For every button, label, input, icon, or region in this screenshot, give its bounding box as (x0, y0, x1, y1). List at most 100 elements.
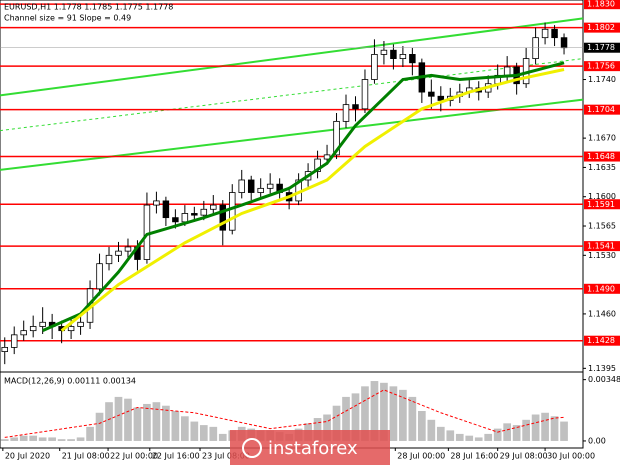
last-price-label: 1.1778 (587, 43, 615, 52)
candle-body (333, 120, 340, 156)
macd-bar (76, 437, 85, 441)
macd-bar (503, 423, 512, 441)
watermark-icon (242, 438, 262, 458)
chart-subtitle: Channel size = 91 Slope = 0.49 (4, 14, 131, 23)
macd-bar (190, 421, 199, 441)
macd-bar (408, 396, 417, 441)
level-label: 1.1756 (587, 62, 615, 71)
macd-bar (427, 419, 436, 441)
x-tick-label: 28 Jul 16:00 (450, 452, 498, 461)
x-tick-label: 22 Jul 00:00 (110, 452, 158, 461)
watermark-box (230, 430, 390, 465)
plot-frame (0, 0, 584, 449)
candle-body (551, 28, 558, 39)
y-tick-label: 1.1395 (588, 364, 616, 373)
candle-body (219, 204, 227, 231)
level-label: 1.1802 (587, 23, 615, 32)
candle-body (172, 217, 179, 223)
macd-bar (162, 405, 170, 441)
level-label-box (584, 0, 620, 10)
macd-tick-label: 0.00 (588, 436, 606, 445)
level-label: 1.1591 (587, 200, 615, 209)
y-tick-label: 1.1530 (588, 251, 616, 260)
macd-label: MACD(12,26,9) 0.00111 0.00134 (4, 377, 136, 386)
x-tick-label: 28 Jul 00:00 (397, 452, 445, 461)
macd-bar (218, 433, 227, 441)
macd-bar (209, 426, 218, 441)
macd-bar (550, 416, 559, 441)
x-tick-label: 22 Jul 16:00 (152, 452, 200, 461)
macd-bar (389, 386, 398, 441)
candle-body (67, 326, 75, 332)
level-label-box (584, 283, 620, 294)
candle-body (437, 95, 445, 101)
candle-body (238, 179, 245, 193)
x-tick-label: 21 Jul 08:00 (62, 452, 110, 461)
candle-body (399, 54, 407, 59)
candle-body (266, 183, 274, 189)
level-label-box (584, 61, 620, 72)
macd-bar (560, 421, 568, 441)
candle-body (153, 200, 160, 206)
candle-body (541, 28, 549, 39)
candle-body (361, 79, 369, 110)
y-tick-label: 1.1565 (588, 222, 616, 231)
candle-body (39, 321, 46, 327)
candle-body (371, 54, 378, 80)
macd-bar (143, 403, 151, 441)
y-tick-label: 1.1670 (588, 134, 616, 143)
macd-bar (67, 439, 75, 441)
level-label-box (584, 151, 620, 162)
candle-body (229, 192, 236, 231)
macd-bar (0, 439, 9, 441)
candle-body (323, 154, 331, 160)
macd-bar (541, 412, 549, 441)
y-tick-label: 1.1460 (588, 309, 616, 318)
macd-bar (171, 411, 180, 441)
macd-bar (474, 437, 483, 441)
candle-body (257, 187, 264, 193)
macd-bar (465, 435, 474, 441)
macd-bar (531, 414, 540, 441)
macd-bar (399, 389, 407, 441)
macd-bar (105, 402, 113, 441)
channel-lower (0, 98, 584, 171)
x-tick-label: 29 Jul 08:00 (500, 452, 548, 461)
candle-body (390, 49, 397, 59)
chart-title: EURUSD,H1 1.1778 1.1785 1.1775 1.1778 (4, 3, 173, 12)
level-label: 1.1428 (587, 336, 615, 345)
level-label-box (584, 241, 620, 252)
candle-body (1, 346, 8, 352)
candle-body (247, 179, 255, 193)
candle-body (428, 91, 435, 97)
level-label-box (584, 335, 620, 346)
channel-middle (0, 58, 584, 132)
macd-bar (48, 437, 56, 441)
candle-body (77, 321, 84, 327)
level-label: 1.1541 (587, 242, 615, 251)
macd-bar (446, 430, 455, 441)
macd-bar (57, 439, 66, 441)
level-label: 1.1830 (587, 0, 615, 9)
candle-body (96, 263, 103, 290)
candle-body (409, 54, 416, 64)
macd-bar (313, 418, 322, 441)
macd-bar (124, 398, 132, 441)
candle-body (342, 104, 350, 122)
candle-body (191, 213, 198, 216)
macd-bar (522, 419, 530, 441)
watermark: instaforex (268, 438, 358, 459)
candle-body (20, 330, 27, 336)
candle-body (503, 66, 511, 76)
macd-bar (512, 425, 521, 441)
macd-bar (493, 428, 502, 441)
macd-bar (370, 381, 379, 441)
macd-bar (95, 412, 104, 441)
x-tick-label: 23 Jul 08:00 (202, 452, 250, 461)
y-tick-label: 1.1635 (588, 163, 616, 172)
x-tick-label: 20 Jul 2020 (5, 452, 50, 461)
macd-bar (351, 393, 360, 441)
macd-bar (323, 414, 331, 441)
macd-bar (29, 435, 38, 441)
